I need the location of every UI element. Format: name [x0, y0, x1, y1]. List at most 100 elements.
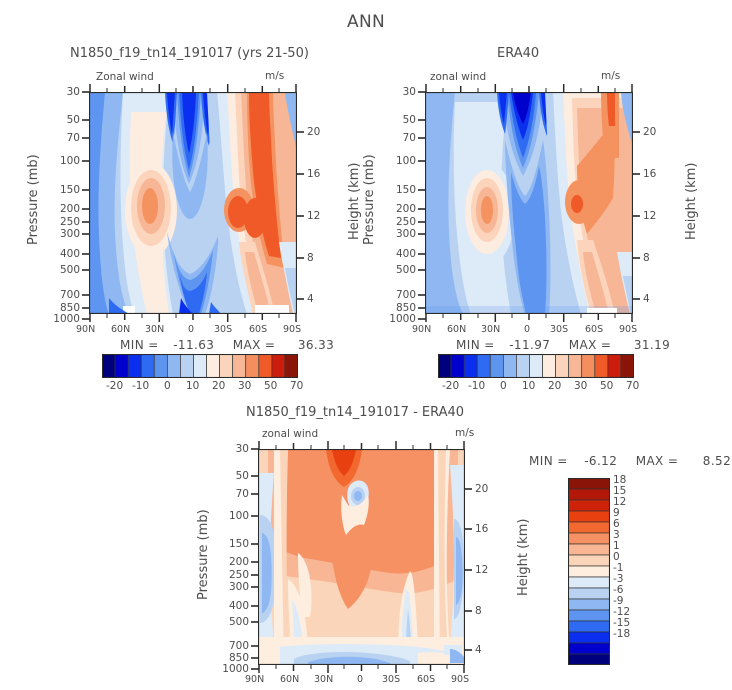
cb-tick-label: 70 [626, 380, 640, 392]
tick-label: 16 [475, 523, 489, 535]
panel-diff-height-axis-label: Height (km) [516, 518, 531, 596]
tick-label: 60N [280, 674, 300, 685]
panel-diff-y2tick-marks [464, 488, 472, 651]
panel-diff-minmax: MIN = -6.12 MAX = 8.52 [529, 454, 731, 468]
max-label: MAX = [635, 454, 679, 468]
colorbar-cell [114, 354, 129, 378]
colorbar-cell [516, 354, 530, 378]
cb-tick-label: -10 [132, 380, 150, 392]
cb-tick-label: -20 [106, 380, 124, 392]
colorbar-cell [568, 354, 583, 378]
tick-label: 400 [228, 600, 249, 612]
cb-tick-label: 10 [522, 380, 536, 392]
cb-tick-label: 12 [613, 496, 627, 508]
tick-label: 700 [395, 289, 416, 301]
tick-label: 60S [585, 324, 604, 335]
panel-obs-minmax: MIN = -11.97 MAX = 31.19 [456, 338, 670, 352]
colorbar-cell [568, 543, 610, 556]
tick-label: 30S [214, 324, 233, 335]
tick-label: 50 [66, 114, 80, 126]
tick-label: 200 [228, 556, 249, 568]
colorbar-cell [568, 510, 610, 523]
colorbar-cell [180, 354, 194, 378]
colorbar-cell [463, 354, 478, 378]
panel-model-colorbar-ticklabels: -20 -10 0 10 20 30 50 70 [102, 380, 303, 396]
colorbar-cell [568, 587, 610, 600]
tick-label: 1000 [222, 663, 249, 675]
panel-obs-ytick-marks [418, 91, 426, 320]
panel-model-title: N1850_f19_tn14_191017 (yrs 21-50) [70, 46, 309, 61]
cb-tick-label: -15 [613, 617, 631, 629]
cb-tick-label: 9 [613, 507, 620, 519]
panel-diff-units-label: m/s [455, 427, 475, 439]
colorbar-cell [568, 609, 610, 622]
tick-label: 70 [66, 132, 80, 144]
tick-label: 70 [235, 488, 249, 500]
cb-tick-label: 15 [613, 485, 627, 497]
tick-label: 70 [402, 132, 416, 144]
tick-label: 4 [307, 293, 314, 305]
panel-diff-xtick-marks-bottom [258, 665, 465, 673]
tick-label: 300 [395, 228, 416, 240]
panel-diff-title: N1850_f19_tn14_191017 - ERA40 [246, 405, 465, 420]
cb-tick-label: 10 [186, 380, 200, 392]
tick-label: 8 [475, 605, 482, 617]
tick-label: 250 [59, 216, 80, 228]
tick-label: 4 [643, 293, 650, 305]
cb-tick-label: -9 [613, 595, 624, 607]
colorbar-cell [568, 478, 610, 490]
tick-label: 300 [59, 228, 80, 240]
max-value: 36.33 [297, 338, 335, 352]
cb-tick-label: 1 [613, 540, 620, 552]
tick-label: 90N [245, 674, 265, 685]
colorbar-cell [153, 354, 168, 378]
colorbar-cell [568, 565, 610, 578]
colorbar-swatches [438, 354, 634, 378]
tick-label: 150 [59, 184, 80, 196]
tick-label: 1000 [53, 313, 80, 325]
colorbar-cell [193, 354, 207, 378]
colorbar-cell [568, 532, 610, 545]
min-label: MIN = [529, 454, 568, 468]
panel-diff-pressure-axis-label: Pressure (mb) [196, 509, 211, 600]
tick-label: 500 [395, 264, 416, 276]
panel-obs-plot [425, 92, 633, 314]
tick-label: 0 [357, 674, 364, 685]
cb-tick-label: -20 [442, 380, 460, 392]
cb-tick-label: 18 [613, 474, 627, 486]
tick-label: 90N [412, 324, 432, 335]
tick-label: 30S [550, 324, 569, 335]
tick-label: 1000 [389, 313, 416, 325]
tick-label: 850 [395, 302, 416, 314]
tick-label: 90S [451, 674, 470, 685]
cb-tick-label: 3 [613, 529, 620, 541]
panel-model-ytick-marks [82, 91, 90, 320]
colorbar-cell [258, 354, 273, 378]
cb-tick-label: -6 [613, 584, 624, 596]
tick-label: 400 [59, 248, 80, 260]
min-label: MIN = [120, 338, 159, 352]
tick-label: 150 [395, 184, 416, 196]
cb-tick-label: 20 [212, 380, 226, 392]
colorbar-swatches [102, 354, 298, 378]
tick-label: 30N [481, 324, 501, 335]
colorbar-cell [476, 354, 491, 378]
panel-obs-units-label: m/s [601, 70, 621, 82]
tick-label: 200 [59, 203, 80, 215]
cb-tick-label: -10 [468, 380, 486, 392]
cb-tick-label: 30 [238, 380, 252, 392]
colorbar-cell [284, 354, 298, 378]
panel-obs-colorbar [438, 354, 634, 378]
tick-label: 250 [228, 569, 249, 581]
tick-label: 500 [59, 264, 80, 276]
tick-label: 100 [59, 155, 80, 167]
cb-tick-label: 30 [574, 380, 588, 392]
panel-diff-variable-label: zonal wind [262, 428, 319, 440]
tick-label: 90S [283, 324, 302, 335]
panel-diff-colorbar [568, 478, 610, 665]
tick-label: 300 [228, 581, 249, 593]
cb-tick-label: 20 [548, 380, 562, 392]
max-value: 8.52 [702, 454, 732, 468]
panel-obs-colorbar-ticklabels: -20 -10 0 10 20 30 50 70 [438, 380, 639, 396]
max-value: 31.19 [633, 338, 671, 352]
